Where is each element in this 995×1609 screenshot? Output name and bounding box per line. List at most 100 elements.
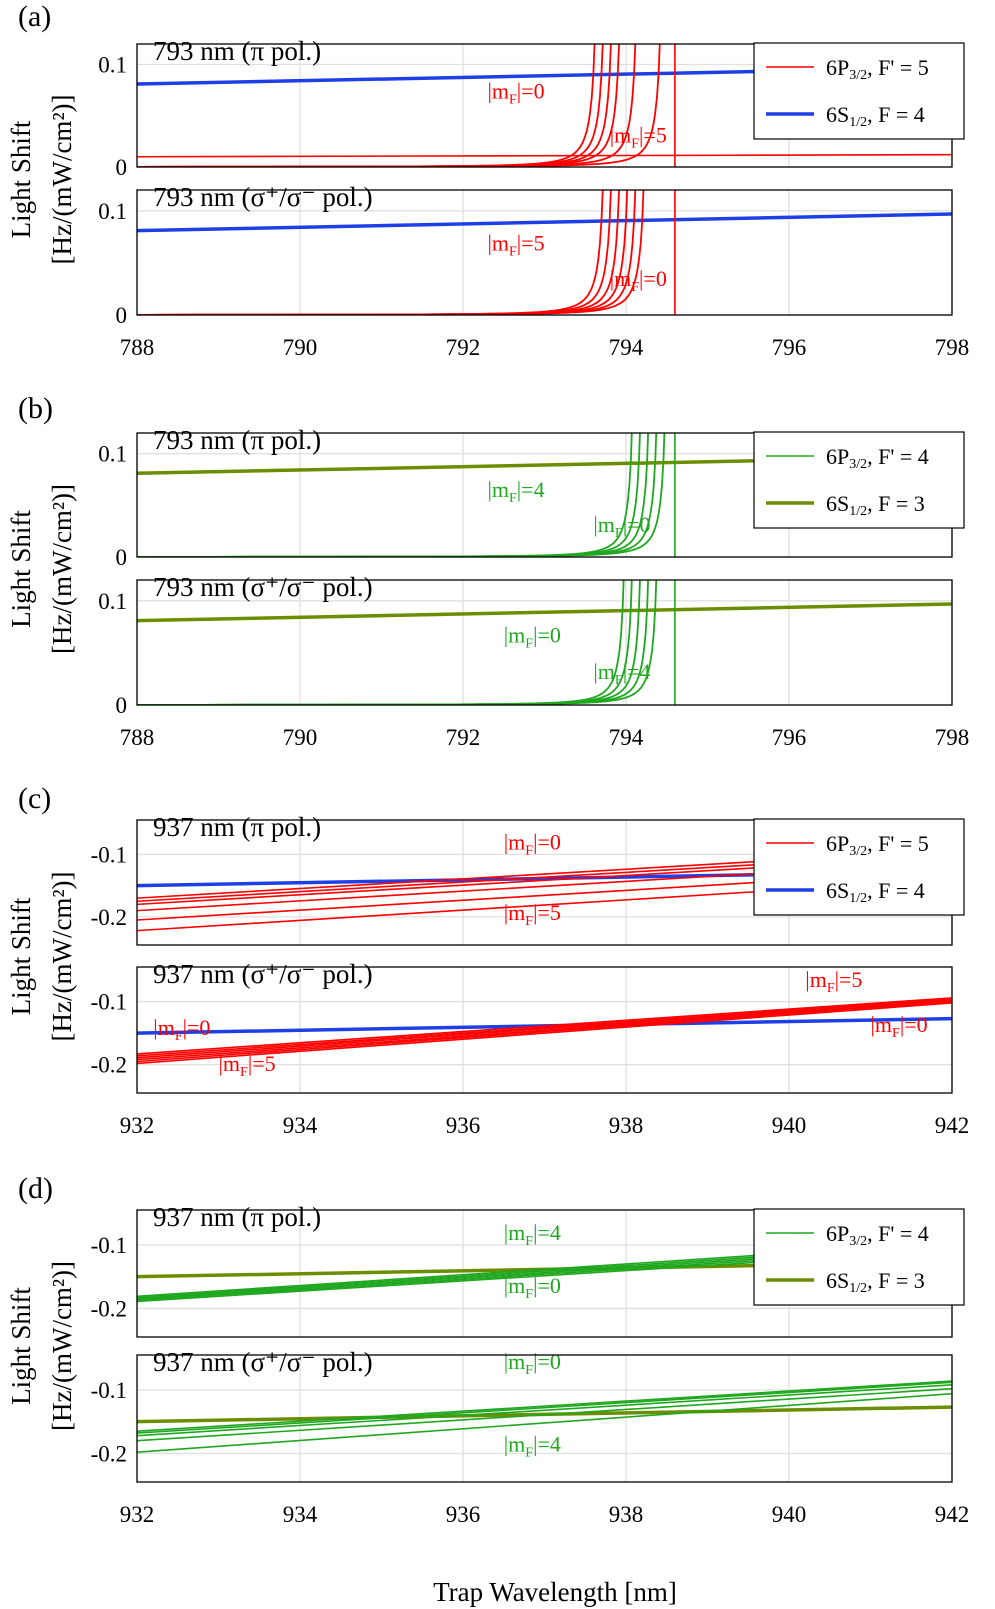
y-axis-unit: [Hz/(mW/cm²)] <box>47 1261 77 1431</box>
mf-label: |mF|=0 <box>504 829 561 858</box>
y-axis-title: Light Shift <box>6 120 36 238</box>
y-tick-label: 0.1 <box>98 199 127 224</box>
legend: 6P3/2, F' = 5 6S1/2, F = 4 <box>753 818 965 916</box>
mf-label: |mF|=5 <box>610 122 667 151</box>
mf-label: |mF|=0 <box>593 512 650 541</box>
axes-frame <box>136 1354 953 1483</box>
legend: 6P3/2, F' = 5 6S1/2, F = 4 <box>753 42 965 140</box>
y-axis-unit: [Hz/(mW/cm²)] <box>47 484 77 654</box>
excited-state-line <box>137 1387 952 1442</box>
panel-label: (d) <box>18 1172 53 1205</box>
ground-state-line <box>137 602 952 623</box>
mf-label: |mF|=0 <box>871 1012 928 1041</box>
y-tick-label: 0.1 <box>98 442 127 467</box>
legend-entry: 6S1/2, F = 3 <box>826 1268 925 1296</box>
mf-label: |mF|=0 <box>153 1015 210 1044</box>
excited-state-line <box>137 998 952 1057</box>
excited-state-line <box>137 1002 952 1065</box>
mf-label: |mF|=5 <box>219 1051 276 1080</box>
mf-label: |mF|=5 <box>504 900 561 929</box>
mf-label: |mF|=5 <box>805 967 862 996</box>
legend-entry: 6P3/2, F' = 4 <box>826 1221 929 1249</box>
subplot-title: 937 nm (π pol.) <box>153 812 321 842</box>
excited-state-line <box>137 1381 952 1434</box>
axes-frame <box>136 579 953 706</box>
y-axis-title: Light Shift <box>6 1287 36 1405</box>
x-tick-label: 798 <box>935 725 970 750</box>
mf-label: |mF|=4 <box>593 659 650 688</box>
y-axis-title: Light Shift <box>6 897 36 1015</box>
subplot-title: 937 nm (π pol.) <box>153 1202 321 1232</box>
axes-frame <box>136 966 953 1094</box>
y-tick-label: 0.1 <box>98 589 127 614</box>
legend: 6P3/2, F' = 4 6S1/2, F = 3 <box>753 1208 965 1306</box>
x-tick-label: 796 <box>772 335 807 360</box>
y-axis-title: Light Shift <box>6 510 36 628</box>
y-tick-label: -0.2 <box>91 1053 127 1078</box>
x-tick-label: 942 <box>935 1502 970 1527</box>
excited-state-line <box>137 1380 952 1432</box>
x-tick-label: 932 <box>120 1113 155 1138</box>
excited-state-line <box>137 1000 952 1063</box>
y-tick-label: 0.1 <box>98 53 127 78</box>
legend-box <box>753 1208 965 1306</box>
y-tick-label: -0.2 <box>91 1296 127 1321</box>
x-tick-label: 792 <box>446 335 481 360</box>
legend-entry: 6P3/2, F' = 5 <box>826 55 929 83</box>
mf-label: |mF|=4 <box>504 1220 561 1249</box>
legend: 6P3/2, F' = 4 6S1/2, F = 3 <box>753 431 965 529</box>
legend-box <box>753 431 965 529</box>
panel-label: (a) <box>18 0 51 33</box>
y-axis-unit: [Hz/(mW/cm²)] <box>47 871 77 1041</box>
x-tick-label: 790 <box>283 335 318 360</box>
mf-label: |mF|=0 <box>487 78 544 107</box>
plot-area <box>137 580 952 705</box>
x-tick-label: 798 <box>935 335 970 360</box>
legend-box <box>753 42 965 140</box>
legend-box <box>753 818 965 916</box>
subplot-title: 937 nm (σ⁺/σ⁻ pol.) <box>153 1347 373 1377</box>
mf-label: |mF|=4 <box>504 1432 561 1461</box>
x-axis-title: Trap Wavelength [nm] <box>433 1577 677 1607</box>
panel-label: (c) <box>18 782 51 815</box>
x-tick-label: 940 <box>772 1502 807 1527</box>
x-tick-label: 934 <box>283 1113 318 1138</box>
legend-entry: 6S1/2, F = 3 <box>826 491 925 519</box>
x-tick-label: 932 <box>120 1502 155 1527</box>
y-tick-label: 0 <box>116 693 128 718</box>
mf-label: |mF|=0 <box>610 266 667 295</box>
x-tick-label: 938 <box>609 1502 644 1527</box>
x-tick-label: 794 <box>609 725 644 750</box>
excited-state-line <box>137 1392 952 1453</box>
subplot-title: 793 nm (σ⁺/σ⁻ pol.) <box>153 572 373 602</box>
excited-state-line <box>137 997 952 1055</box>
excited-state-line <box>137 1000 952 1061</box>
x-tick-label: 940 <box>772 1113 807 1138</box>
x-tick-label: 788 <box>120 725 155 750</box>
plot-area <box>137 997 952 1065</box>
mf-label: |mF|=0 <box>504 623 561 652</box>
panel-label: (b) <box>18 392 53 425</box>
legend-entry: 6S1/2, F = 4 <box>826 102 925 130</box>
subplot-title: 793 nm (π pol.) <box>153 36 321 66</box>
y-tick-label: 0 <box>116 303 128 328</box>
excited-state-line <box>137 998 952 1059</box>
x-tick-label: 936 <box>446 1502 481 1527</box>
excited-state-line <box>137 1384 952 1437</box>
mf-label: |mF|=0 <box>504 1273 561 1302</box>
ground-state-line <box>137 212 952 233</box>
excited-state-line <box>137 153 952 158</box>
mf-label: |mF|=4 <box>487 477 544 506</box>
mf-label: |mF|=0 <box>504 1349 561 1378</box>
plot-area <box>137 1380 952 1453</box>
x-tick-label: 792 <box>446 725 481 750</box>
x-tick-label: 936 <box>446 1113 481 1138</box>
legend-entry: 6P3/2, F' = 4 <box>826 444 929 472</box>
x-tick-label: 790 <box>283 725 318 750</box>
y-tick-label: 0 <box>116 545 128 570</box>
axes-frame <box>136 189 953 316</box>
x-tick-label: 796 <box>772 725 807 750</box>
x-tick-label: 938 <box>609 1113 644 1138</box>
y-tick-label: -0.1 <box>91 1233 127 1258</box>
